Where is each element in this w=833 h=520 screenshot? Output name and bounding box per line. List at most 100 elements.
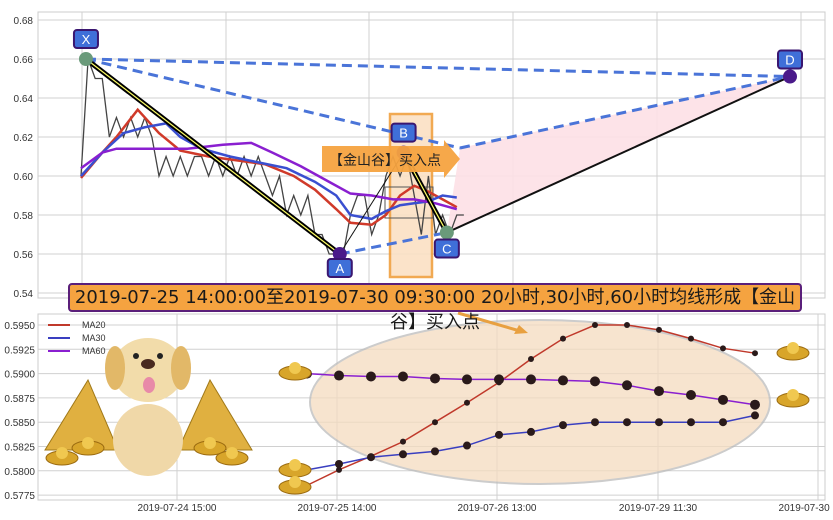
data-point-MA60 [686, 389, 696, 400]
xa-leg-inner [85, 58, 341, 255]
dog-nose-icon [141, 359, 155, 369]
pattern-label-box-D [777, 49, 803, 70]
y-tick-label: 0.56 [14, 250, 34, 261]
pattern-label-box-A [326, 258, 353, 278]
y-tick-label: 0.5775 [4, 491, 35, 502]
legend-item-ma20: MA20 [48, 318, 106, 331]
data-point-MA20 [400, 438, 406, 445]
data-point-MA20 [464, 399, 470, 406]
data-point-MA60 [462, 374, 472, 385]
dog-tongue-icon [143, 377, 155, 393]
x-tick-label: 2019-07-29 11:30 [619, 503, 698, 514]
y-tick-label: 0.64 [14, 94, 34, 105]
gold-ingot-icon-top [787, 389, 799, 401]
y-tick-label: 0.5950 [4, 321, 35, 332]
data-point-MA30 [687, 418, 695, 427]
y-tick-label: 0.5900 [4, 370, 35, 381]
y-tick-label: 0.60 [14, 172, 34, 183]
pattern-label-D: D [785, 53, 794, 68]
data-point-MA30 [431, 447, 439, 456]
data-point-MA20 [752, 350, 758, 357]
data-point-MA20 [560, 335, 566, 342]
data-point-MA30 [719, 418, 727, 427]
pattern-label-A: A [335, 261, 344, 276]
x-tick-label: 2019-07-30 10:30 [779, 503, 833, 514]
legend: MA20 MA30 MA60 [48, 318, 106, 357]
gold-ingot-icon-top [82, 437, 94, 449]
y-tick-label: 0.5800 [4, 467, 35, 478]
y-tick-label: 0.62 [14, 133, 34, 144]
data-point-MA30 [527, 427, 535, 436]
signal-banner: 2019-07-25 14:00:00至2019-07-30 09:30:00 … [68, 283, 802, 333]
dog-ear-icon [105, 346, 125, 390]
ma-line-1 [80, 122, 457, 221]
data-point-MA20 [592, 322, 598, 328]
legend-item-ma30: MA30 [48, 331, 106, 344]
data-point-MA60 [494, 374, 504, 385]
data-point-MA60 [430, 373, 440, 384]
y-tick-label: 0.5825 [4, 443, 35, 454]
data-point-MA60 [750, 399, 760, 410]
legend-label: MA20 [82, 319, 106, 330]
pattern-point-A [332, 247, 347, 261]
gold-ingot-icon-top [56, 447, 68, 459]
pattern-label-B: B [399, 126, 408, 141]
y-tick-label: 0.66 [14, 55, 34, 66]
xd-dashed-line [85, 57, 791, 79]
pointer-arrow [457, 311, 521, 333]
data-point-MA30 [495, 430, 503, 439]
ma-line-0 [80, 107, 458, 227]
data-point-MA30 [751, 411, 759, 420]
ma-line-2 [80, 141, 458, 211]
data-point-MA30 [623, 418, 631, 427]
y-tick-label: 0.68 [14, 16, 34, 27]
pattern-label-box-C [433, 238, 460, 259]
dog-eye-icon [157, 353, 163, 359]
data-point-MA60 [366, 371, 376, 382]
pointer-arrow-head [514, 325, 528, 334]
data-point-MA20 [336, 466, 342, 473]
data-point-MA60 [334, 370, 344, 381]
ac-dashed-line [339, 231, 448, 256]
legend-label: MA30 [82, 332, 106, 343]
dog-eye-icon [133, 353, 139, 359]
gold-ingot-icon-top [289, 459, 301, 471]
data-point-MA60 [590, 376, 600, 387]
gold-ingot-icon-top [289, 362, 301, 374]
gold-ingot-icon-top [226, 447, 238, 459]
dog-head-icon [112, 338, 184, 402]
data-point-MA20 [656, 326, 662, 333]
pattern-label-box-X [72, 29, 99, 49]
cd-leg [446, 75, 791, 234]
data-point-MA60 [718, 394, 728, 405]
data-point-MA30 [367, 453, 375, 462]
y-tick-label: 0.5925 [4, 345, 35, 356]
x-tick-label: 2019-07-24 15:00 [138, 503, 217, 514]
data-point-MA30 [399, 450, 407, 459]
data-point-MA30 [335, 459, 343, 468]
y-tick-label: 0.5850 [4, 418, 35, 429]
data-point-MA60 [622, 380, 632, 391]
y-tick-label: 0.58 [14, 211, 34, 222]
x-tick-label: 2019-07-26 13:00 [458, 503, 537, 514]
pattern-point-D [783, 69, 797, 84]
data-point-MA20 [624, 322, 630, 328]
pattern-label-box-B [390, 122, 417, 143]
data-point-MA30 [559, 421, 567, 430]
y-tick-label: 0.54 [14, 289, 34, 300]
gold-ingot-icon-top [787, 342, 799, 354]
dog-ear-icon [171, 346, 191, 390]
x-tick-label: 2019-07-25 14:00 [298, 503, 377, 514]
data-point-MA30 [463, 441, 471, 450]
data-point-MA20 [528, 356, 534, 363]
buy-callout-arrow [322, 140, 460, 178]
data-point-MA60 [654, 386, 664, 397]
data-point-MA30 [591, 418, 599, 427]
pattern-point-X [78, 52, 93, 66]
gold-ingot-icon-top [204, 437, 216, 449]
pattern-point-C [439, 225, 454, 240]
pattern-label-C: C [442, 242, 451, 257]
highlight-ellipse [309, 319, 771, 485]
dog-body-icon [113, 404, 183, 476]
